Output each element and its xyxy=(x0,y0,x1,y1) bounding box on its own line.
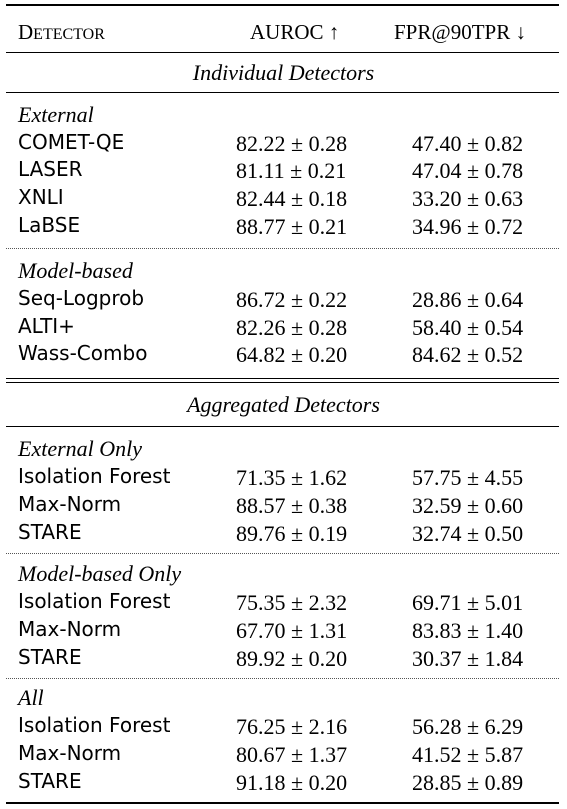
row-fpr: 33.20 ± 0.63 xyxy=(412,186,524,211)
row-name: ALTI+ xyxy=(18,314,75,338)
double-rule-top xyxy=(6,378,559,379)
double-rule-bottom xyxy=(6,382,559,383)
bottom-rule xyxy=(6,802,559,804)
row-name: Max-Norm xyxy=(18,741,122,765)
row-auroc: 89.76 ± 0.19 xyxy=(236,521,348,546)
row-name: STARE xyxy=(18,769,82,793)
group-label-external: External xyxy=(18,102,94,127)
row-auroc: 81.11 ± 0.21 xyxy=(236,158,347,183)
row-fpr: 56.28 ± 6.29 xyxy=(412,714,524,739)
row-fpr: 32.59 ± 0.60 xyxy=(412,493,524,518)
row-auroc: 88.77 ± 0.21 xyxy=(236,214,348,239)
row-auroc: 76.25 ± 2.16 xyxy=(236,714,348,739)
row-fpr: 69.71 ± 5.01 xyxy=(412,590,524,615)
row-name: STARE xyxy=(18,520,82,544)
group-label-external-only: External Only xyxy=(18,436,143,461)
row-auroc: 82.44 ± 0.18 xyxy=(236,186,348,211)
row-fpr: 47.04 ± 0.78 xyxy=(412,158,524,183)
row-fpr: 47.40 ± 0.82 xyxy=(412,131,524,156)
group-divider xyxy=(6,678,559,679)
row-name: LaBSE xyxy=(18,213,81,237)
row-name: LASER xyxy=(18,157,83,181)
row-name: XNLI xyxy=(18,185,64,209)
row-name: Isolation Forest xyxy=(18,713,171,737)
header-fpr: FPR@90TPR ↓ xyxy=(394,20,526,44)
row-fpr: 34.96 ± 0.72 xyxy=(412,214,524,239)
group-label-model-based-only: Model-based Only xyxy=(18,561,182,586)
row-fpr: 32.74 ± 0.50 xyxy=(412,521,524,546)
header-rule xyxy=(6,52,559,53)
row-auroc: 71.35 ± 1.62 xyxy=(236,465,348,490)
row-fpr: 83.83 ± 1.40 xyxy=(412,618,524,643)
row-fpr: 30.37 ± 1.84 xyxy=(412,646,524,671)
row-auroc: 80.67 ± 1.37 xyxy=(236,742,348,767)
section-title-individual: Individual Detectors xyxy=(192,60,375,85)
row-auroc: 82.26 ± 0.28 xyxy=(236,315,348,340)
row-fpr: 41.52 ± 5.87 xyxy=(412,742,524,767)
row-name: Isolation Forest xyxy=(18,464,171,488)
row-name: Seq-Logprob xyxy=(18,286,145,310)
row-name: Max-Norm xyxy=(18,492,122,516)
row-name: Isolation Forest xyxy=(18,589,171,613)
section-rule xyxy=(6,426,559,427)
row-name: Wass-Combo xyxy=(18,341,148,365)
section-rule xyxy=(6,92,559,93)
row-fpr: 84.62 ± 0.52 xyxy=(412,342,524,367)
row-auroc: 82.22 ± 0.28 xyxy=(236,131,348,156)
row-fpr: 28.86 ± 0.64 xyxy=(412,287,524,312)
row-fpr: 57.75 ± 4.55 xyxy=(412,465,524,490)
header-detector: DETECTOR xyxy=(18,20,105,44)
row-name: STARE xyxy=(18,645,82,669)
row-name: Max-Norm xyxy=(18,617,122,641)
row-name: COMET-QE xyxy=(18,130,125,154)
row-auroc: 75.35 ± 2.32 xyxy=(236,590,348,615)
row-auroc: 89.92 ± 0.20 xyxy=(236,646,348,671)
row-fpr: 58.40 ± 0.54 xyxy=(412,315,524,340)
row-auroc: 67.70 ± 1.31 xyxy=(236,618,348,643)
row-auroc: 86.72 ± 0.22 xyxy=(236,287,348,312)
row-fpr: 28.85 ± 0.89 xyxy=(412,770,524,795)
group-divider xyxy=(6,248,559,249)
group-label-all: All xyxy=(18,685,44,710)
header-auroc: AUROC ↑ xyxy=(250,20,340,44)
group-divider xyxy=(6,553,559,554)
row-auroc: 64.82 ± 0.20 xyxy=(236,342,348,367)
row-auroc: 88.57 ± 0.38 xyxy=(236,493,348,518)
section-title-aggregated: Aggregated Detectors xyxy=(187,392,380,417)
top-rule xyxy=(6,4,559,6)
group-label-model-based: Model-based xyxy=(18,258,133,283)
row-auroc: 91.18 ± 0.20 xyxy=(236,770,348,795)
